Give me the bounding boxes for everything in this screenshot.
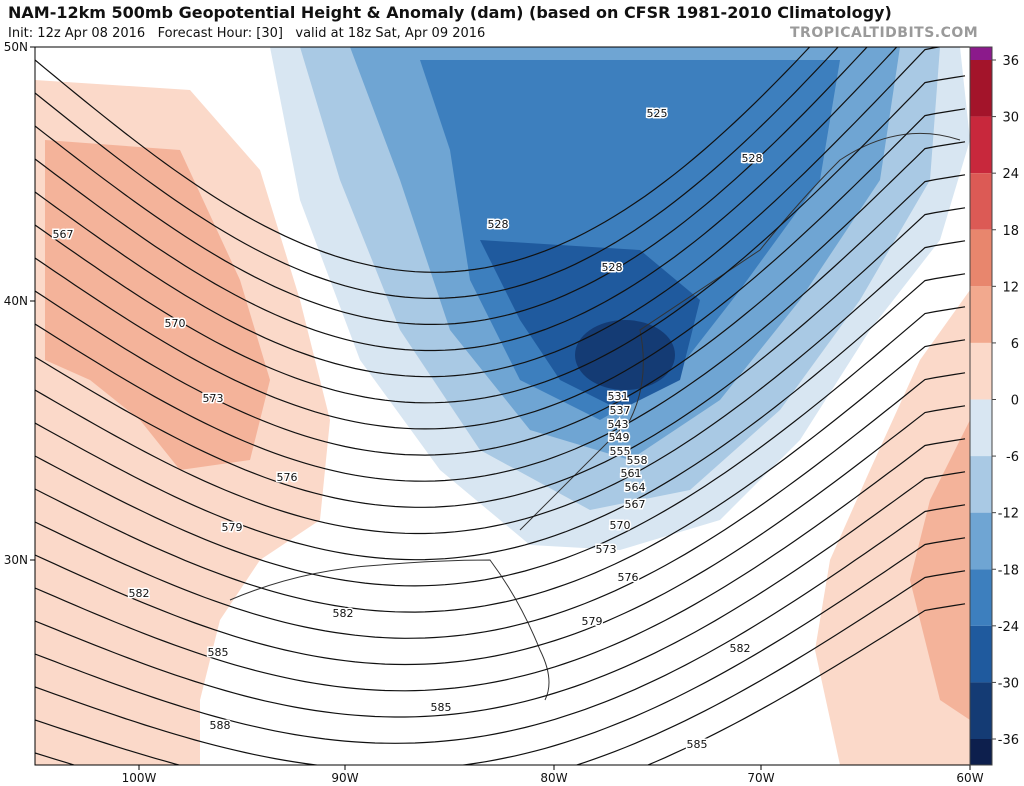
contour-line	[35, 438, 966, 692]
contour-line	[35, 537, 966, 765]
contour-label: 573	[203, 392, 224, 405]
contour-line	[35, 240, 966, 535]
contour-label: 567	[625, 498, 646, 511]
colorbar-tick-label: 0	[1011, 394, 1019, 409]
colorbar-swatch	[970, 342, 992, 400]
contour-label: 561	[621, 467, 642, 480]
contour-label: 528	[742, 152, 763, 165]
contour-labels: 525 528 528 528 567 570 573 576 579 582 582 585 588 5…	[51, 106, 764, 753]
colorbar-swatch	[970, 173, 992, 230]
contour-label: 582	[333, 607, 354, 620]
colorbar-swatch	[970, 47, 992, 60]
contour-line	[35, 306, 966, 587]
colorbar-tick-label: -30	[998, 676, 1019, 691]
contour-label: 573	[596, 543, 617, 556]
title: NAM-12km 500mb Geopotential Height & Ano…	[8, 3, 892, 22]
lon-label: 70W	[747, 771, 774, 785]
colorbar-swatch	[970, 116, 992, 174]
contour-line	[35, 273, 966, 561]
contour-label: 582	[129, 587, 150, 600]
contour-line	[35, 108, 966, 430]
subtitle: Init: 12z Apr 08 2016 Forecast Hour: [30…	[8, 26, 486, 41]
colorbar-swatch	[970, 286, 992, 343]
contour-label: 528	[602, 261, 623, 274]
colorbar: 36 30 24 18 12 6 0 -6 -12 -18 -24 -30 -36	[969, 46, 1019, 766]
colorbar-swatch	[970, 512, 992, 570]
colorbar-tick-label: -36	[998, 733, 1019, 748]
contour-label: 579	[582, 615, 603, 628]
colorbar-tick-label: 30	[1002, 111, 1019, 126]
contour-line	[35, 174, 966, 482]
colorbar-tick-label: -6	[1006, 450, 1019, 465]
lat-label: 30N	[4, 553, 28, 567]
contour-line	[35, 47, 839, 300]
contour-label: 525	[647, 107, 668, 120]
lat-label: 40N	[4, 294, 28, 308]
contour-line	[35, 207, 966, 508]
lat-label: 50N	[4, 40, 28, 54]
colorbar-swatch	[970, 625, 992, 683]
lon-label: 100W	[122, 771, 157, 785]
lon-label: 80W	[540, 771, 567, 785]
contour-line	[35, 47, 943, 378]
contour-label: 582	[730, 642, 751, 655]
contour-label: 555	[610, 445, 631, 458]
contour-label: 585	[431, 701, 452, 714]
contour-line	[35, 339, 966, 613]
contour-line	[35, 570, 966, 765]
contour-label: 543	[608, 418, 629, 431]
contour-line	[35, 47, 868, 325]
contour-line	[35, 47, 811, 273]
contour-label: 588	[210, 719, 231, 732]
contour-line	[35, 603, 966, 765]
contour-line	[35, 405, 966, 666]
contour-label: 585	[687, 738, 708, 751]
contour-line	[35, 141, 966, 456]
contour-label: 570	[610, 519, 631, 532]
colorbar-swatch	[970, 569, 992, 626]
contour-line	[35, 75, 966, 404]
watermark: TROPICALTIDBITS.COM	[790, 25, 979, 41]
contour-label: 528	[488, 218, 509, 231]
colorbar-tick-label: -24	[998, 620, 1019, 635]
height-contours	[35, 47, 966, 765]
colorbar-swatch	[970, 229, 992, 287]
colorbar-swatch	[970, 456, 992, 513]
colorbar-tick-label: 18	[1002, 224, 1019, 239]
lon-label: 90W	[331, 771, 358, 785]
contour-label: 567	[53, 228, 74, 241]
map-fill: 525 528 528 528 567 570 573 576 579 582 582 585 588 5…	[35, 47, 970, 765]
colorbar-frame	[969, 46, 993, 766]
contour-label: 570	[165, 317, 186, 330]
contour-label: 537	[610, 404, 631, 417]
colorbar-tick-label: 12	[1002, 280, 1019, 295]
contour-label: 576	[618, 571, 639, 584]
contour-line	[35, 47, 898, 352]
contour-label: 558	[627, 454, 648, 467]
colorbar-tick-label: 36	[1002, 54, 1019, 69]
contour-line	[35, 372, 966, 639]
colorbar-tick-label: -12	[998, 507, 1019, 522]
contour-label: 564	[625, 481, 646, 494]
contour-label: 531	[608, 390, 629, 403]
colorbar-tick-label: -18	[998, 563, 1019, 578]
colorbar-tick-label: 24	[1002, 167, 1019, 182]
contour-label: 576	[277, 471, 298, 484]
contour-label: 579	[222, 521, 243, 534]
contour-line	[35, 504, 966, 744]
contour-label: 549	[609, 431, 630, 444]
lon-label: 60W	[956, 771, 983, 785]
colorbar-tick-label: 6	[1011, 337, 1019, 352]
colorbar-swatch	[970, 739, 992, 765]
axes: 50N 40N 30N 100W 90W 80W 70W 60W	[4, 40, 984, 785]
colorbar-swatch	[970, 399, 992, 457]
contour-label: 585	[208, 646, 229, 659]
colorbar-swatch	[970, 60, 992, 117]
contour-line	[35, 471, 966, 718]
colorbar-swatch	[970, 682, 992, 739]
